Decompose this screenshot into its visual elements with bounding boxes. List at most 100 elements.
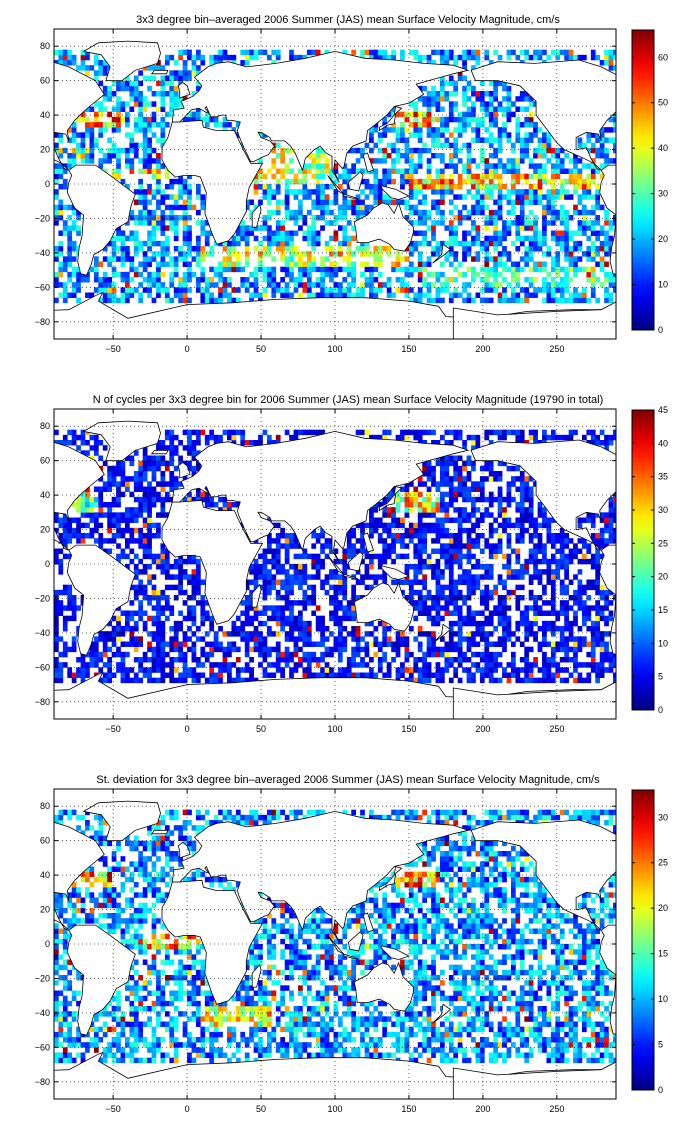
heatmap-cell — [373, 251, 379, 257]
heatmap-cell — [129, 600, 135, 606]
heatmap-cell — [559, 564, 565, 570]
heatmap-cell — [448, 631, 454, 637]
heatmap-cell — [71, 158, 77, 164]
heatmap-cell — [187, 246, 192, 252]
heatmap-cell — [116, 230, 121, 236]
heatmap-cell — [311, 558, 317, 565]
heatmap-cell — [293, 220, 299, 226]
heatmap-cell — [506, 256, 512, 262]
heatmap-cell — [466, 230, 472, 236]
heatmap-cell — [417, 589, 423, 596]
heatmap-cell — [559, 600, 565, 606]
heatmap-cell — [440, 636, 445, 642]
heatmap-cell — [564, 251, 569, 257]
heatmap-cell — [54, 194, 59, 200]
heatmap-cell — [599, 595, 605, 601]
heatmap-cell — [595, 261, 601, 267]
heatmap-cell — [426, 116, 432, 123]
heatmap-cell — [320, 209, 325, 216]
heatmap-cell — [528, 235, 534, 242]
heatmap-cell — [404, 173, 410, 180]
heatmap-cell — [453, 153, 459, 159]
heatmap-cell — [386, 553, 392, 560]
coastline — [177, 81, 191, 99]
heatmap-cell — [604, 246, 609, 252]
heatmap-cell — [608, 657, 614, 663]
heatmap-cell — [147, 261, 152, 267]
heatmap-cell — [191, 615, 197, 622]
heatmap-cell — [138, 127, 144, 133]
heatmap-cell — [138, 209, 144, 216]
heatmap-cell — [342, 209, 348, 216]
heatmap-cell — [422, 230, 427, 236]
heatmap-cell — [524, 292, 530, 298]
heatmap-cell — [386, 641, 392, 647]
heatmap-cell — [417, 251, 423, 257]
heatmap-cell — [111, 522, 117, 529]
heatmap-cell — [373, 651, 379, 658]
heatmap-cell — [311, 246, 317, 252]
heatmap-cell — [306, 641, 312, 647]
heatmap-cell — [164, 600, 170, 606]
heatmap-cell — [258, 631, 263, 637]
heatmap-cell — [488, 168, 494, 174]
heatmap-cell — [462, 615, 467, 622]
heatmap-cell — [124, 246, 130, 252]
heatmap-cell — [426, 615, 432, 622]
heatmap-cell — [524, 132, 530, 138]
heatmap-cell — [537, 266, 543, 273]
heatmap-cell — [440, 507, 445, 513]
heatmap-cell — [506, 168, 512, 174]
heatmap-cell — [266, 251, 272, 257]
heatmap-cell — [488, 662, 494, 668]
heatmap-cell — [386, 672, 392, 678]
heatmap-cell — [595, 631, 601, 637]
heatmap-cell — [76, 517, 81, 523]
heatmap-cell — [453, 101, 459, 107]
heatmap-cell — [258, 651, 263, 658]
heatmap-cell — [160, 194, 166, 200]
heatmap-cell — [608, 271, 614, 278]
heatmap-cell — [524, 116, 530, 123]
heatmap-cell — [555, 615, 561, 622]
heatmap-cell — [346, 173, 352, 180]
heatmap-cell — [355, 672, 361, 678]
heatmap-cell — [133, 215, 139, 221]
heatmap-cell — [408, 261, 414, 267]
heatmap-cell — [457, 132, 463, 138]
heatmap-cell — [471, 106, 476, 112]
heatmap-cell — [506, 230, 512, 236]
heatmap-cell — [417, 553, 423, 560]
heatmap-cell — [71, 636, 77, 642]
heatmap-cell — [298, 646, 303, 653]
heatmap-cell — [293, 620, 299, 627]
heatmap-cell — [475, 626, 481, 632]
heatmap-cell — [573, 600, 578, 606]
heatmap-cell — [120, 631, 126, 637]
heatmap-cell — [360, 287, 365, 293]
heatmap-cell — [453, 54, 459, 61]
heatmap-cell — [373, 256, 379, 262]
heatmap-cell — [466, 641, 472, 647]
heatmap-cell — [590, 204, 596, 211]
heatmap-cell — [546, 677, 552, 684]
heatmap-cell — [506, 101, 512, 107]
heatmap-cell — [484, 225, 490, 231]
heatmap-cell — [408, 153, 414, 159]
heatmap-cell — [333, 574, 339, 580]
heatmap-cell — [475, 538, 481, 544]
heatmap-cell — [329, 209, 334, 216]
heatmap-cell — [422, 667, 427, 673]
heatmap-cell — [342, 641, 348, 647]
heatmap-cell — [306, 235, 312, 242]
heatmap-cell — [306, 49, 312, 56]
heatmap-cell — [249, 631, 254, 637]
heatmap-cell — [187, 636, 192, 642]
heatmap-cell — [244, 261, 250, 267]
heatmap-cell — [76, 65, 81, 71]
heatmap-cell — [497, 651, 503, 658]
heatmap-cell — [497, 163, 503, 169]
heatmap-cell — [542, 282, 547, 288]
heatmap-cell — [524, 631, 530, 637]
heatmap-cell — [502, 194, 507, 200]
